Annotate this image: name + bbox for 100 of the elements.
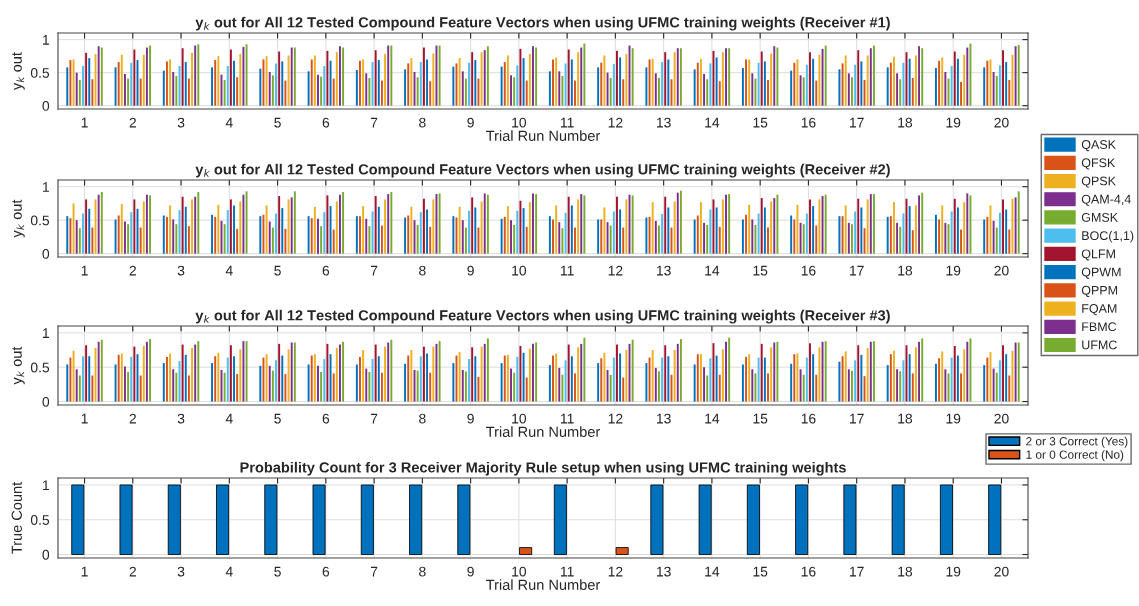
x-tick-label: 1 <box>81 265 88 276</box>
x-tick-label: 2 <box>129 265 136 276</box>
x-tick-label: 13 <box>656 566 671 577</box>
x-tick-label: 5 <box>274 413 281 424</box>
x-tick-label: 14 <box>705 117 720 128</box>
x-tick-label: 20 <box>994 566 1009 577</box>
x-axis-title: Trial Run Number <box>486 426 601 437</box>
y-tick-label: 1 <box>43 35 49 45</box>
x-tick-label: 7 <box>370 566 378 577</box>
y-axis-title: y$_{k}$ out <box>12 199 25 238</box>
x-tick-label: 15 <box>753 265 768 276</box>
x-tick-label: 7 <box>370 117 378 128</box>
x-tick-label: 19 <box>946 117 961 128</box>
x-tick-label: 8 <box>419 413 426 424</box>
x-tick-label: 20 <box>994 117 1009 128</box>
y-axis-title: True Count <box>11 481 22 554</box>
x-tick-label: 16 <box>801 413 816 424</box>
x-tick-label: 10 <box>512 566 527 577</box>
x-tick-label: 20 <box>994 265 1009 276</box>
x-tick-label: 2 <box>129 117 136 128</box>
x-tick-label: 14 <box>705 265 720 276</box>
x-tick-label: 19 <box>946 265 961 276</box>
legend-label: FBMC <box>1082 322 1117 332</box>
y-axis-title: y$_{k}$ out <box>12 346 25 385</box>
x-tick-label: 11 <box>560 566 574 577</box>
x-tick-label: 3 <box>177 117 185 128</box>
x-tick-label: 10 <box>512 413 527 424</box>
x-tick-label: 4 <box>225 566 233 577</box>
x-tick-label: 16 <box>801 566 816 577</box>
legend-label: QPSK <box>1081 176 1116 188</box>
y-tick-label: 1 <box>43 182 49 192</box>
x-tick-label: 11 <box>560 413 574 424</box>
x-tick-label: 15 <box>753 413 768 424</box>
legend-label: GMSK <box>1081 212 1118 222</box>
x-axis-title: Trial Run Number <box>486 579 601 590</box>
x-tick-label: 10 <box>512 265 527 276</box>
x-tick-label: 4 <box>225 265 233 276</box>
x-tick-label: 6 <box>322 265 330 276</box>
y-tick-label: 0.5 <box>30 215 50 226</box>
legend-label: QFSK <box>1081 158 1116 170</box>
x-tick-label: 7 <box>370 413 378 424</box>
legend-label: BOC(1,1) <box>1082 230 1134 243</box>
x-tick-label: 2 <box>129 566 136 577</box>
x-tick-label: 13 <box>656 413 671 424</box>
x-tick-label: 20 <box>994 413 1009 424</box>
x-tick-label: 8 <box>419 265 426 276</box>
x-tick-label: 7 <box>370 265 378 276</box>
x-tick-label: 9 <box>467 265 474 276</box>
x-tick-label: 17 <box>850 413 864 424</box>
legend-label: QLFM <box>1081 249 1115 261</box>
legend-label: QASK <box>1081 140 1116 152</box>
x-tick-label: 19 <box>946 566 961 577</box>
legend-label: 1 or 0 Correct (No) <box>1026 450 1124 462</box>
chart-title: y$_{k}$ out for All 12 Tested Compound Feature Vectors when using UFMC training weights (Receiver #3) <box>195 309 890 324</box>
y-tick-label: 0 <box>42 549 50 560</box>
x-tick-label: 3 <box>177 566 185 577</box>
x-tick-label: 12 <box>608 413 623 424</box>
x-tick-label: 10 <box>512 117 527 128</box>
y-tick-label: 0.5 <box>30 67 50 78</box>
chart-title: y$_{k}$ out for All 12 Tested Compound Feature Vectors when using UFMC training weights (Receiver #1) <box>195 16 890 31</box>
x-tick-label: 6 <box>322 413 330 424</box>
x-tick-label: 8 <box>419 566 426 577</box>
x-tick-label: 16 <box>801 265 816 276</box>
x-tick-label: 6 <box>322 117 330 128</box>
x-tick-label: 18 <box>898 117 913 128</box>
x-tick-label: 5 <box>274 117 281 128</box>
x-tick-label: 11 <box>560 117 574 128</box>
x-tick-label: 17 <box>850 265 864 276</box>
x-tick-label: 14 <box>705 413 720 424</box>
x-tick-label: 1 <box>81 566 88 577</box>
x-tick-label: 16 <box>801 117 816 128</box>
x-tick-label: 4 <box>225 413 233 424</box>
x-tick-label: 2 <box>129 413 136 424</box>
x-tick-label: 9 <box>467 413 474 424</box>
y-tick-label: 0 <box>42 248 50 259</box>
legend-label: QPWM <box>1081 267 1121 279</box>
x-tick-label: 9 <box>467 566 474 577</box>
x-tick-label: 17 <box>850 117 864 128</box>
x-tick-label: 4 <box>225 117 233 128</box>
x-tick-label: 1 <box>81 413 88 424</box>
y-tick-label: 0.5 <box>30 515 50 525</box>
x-tick-label: 3 <box>177 265 185 276</box>
x-tick-label: 12 <box>608 117 623 128</box>
x-tick-label: 15 <box>753 566 768 577</box>
y-tick-label: 0 <box>42 101 50 111</box>
y-tick-label: 0.5 <box>30 362 50 373</box>
x-tick-label: 3 <box>177 413 185 424</box>
x-tick-label: 19 <box>946 413 961 424</box>
legend-label: FQAM <box>1082 304 1117 316</box>
x-tick-label: 18 <box>898 265 913 276</box>
x-tick-label: 11 <box>560 265 574 276</box>
y-axis-title: y$_{k}$ out <box>12 52 25 91</box>
legend-label: UFMC <box>1082 340 1117 350</box>
y-tick-label: 1 <box>43 328 49 338</box>
x-tick-label: 13 <box>656 265 671 276</box>
chart-title: y$_{k}$ out for All 12 Tested Compound Feature Vectors when using UFMC training weights (Receiver #2) <box>195 163 890 178</box>
x-tick-label: 1 <box>81 117 88 128</box>
x-tick-label: 18 <box>898 413 913 424</box>
x-tick-label: 8 <box>419 117 426 128</box>
x-tick-label: 18 <box>898 566 913 577</box>
